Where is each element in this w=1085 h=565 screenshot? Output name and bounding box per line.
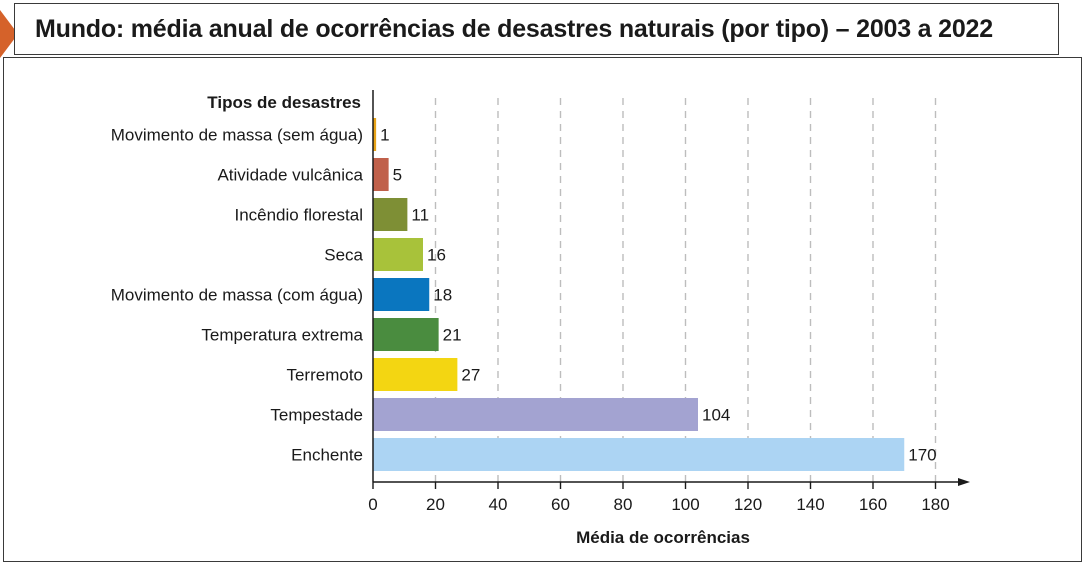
bar (373, 278, 430, 311)
value-label: 1 (380, 126, 389, 145)
value-label: 16 (427, 246, 446, 265)
value-label: 21 (443, 326, 462, 345)
x-tick-label: 180 (921, 495, 949, 514)
bar (373, 318, 439, 351)
bar (373, 398, 698, 431)
bar (373, 158, 389, 191)
x-tick-label: 20 (426, 495, 445, 514)
category-label: Terremoto (286, 366, 363, 385)
bar (373, 358, 458, 391)
x-tick-label: 60 (551, 495, 570, 514)
x-tick-label: 140 (796, 495, 824, 514)
bar (373, 438, 905, 471)
bar (373, 238, 423, 271)
category-label: Seca (324, 246, 363, 265)
category-label: Tempestade (270, 406, 363, 425)
value-label: 18 (433, 286, 452, 305)
value-label: 11 (411, 206, 429, 225)
value-label: 104 (702, 406, 730, 425)
title-box: Mundo: média anual de ocorrências de des… (14, 3, 1059, 55)
category-label: Enchente (291, 446, 363, 465)
axis-arrow (958, 478, 970, 486)
category-label: Movimento de massa (com água) (111, 286, 363, 305)
category-label: Temperatura extrema (201, 326, 363, 345)
category-axis-title: Tipos de desastres (207, 93, 361, 112)
value-label: 5 (393, 166, 402, 185)
category-label: Incêndio florestal (234, 206, 363, 225)
x-tick-label: 40 (489, 495, 508, 514)
chart-title: Mundo: média anual de ocorrências de des… (35, 14, 993, 43)
x-tick-label: 0 (368, 495, 377, 514)
category-label: Atividade vulcânica (217, 166, 363, 185)
value-label: 27 (461, 366, 480, 385)
x-tick-label: 120 (734, 495, 762, 514)
bar (373, 118, 377, 151)
x-tick-label: 160 (859, 495, 887, 514)
chart-frame (3, 57, 1082, 562)
x-tick-label: 80 (614, 495, 633, 514)
category-label: Movimento de massa (sem água) (111, 126, 363, 145)
bar (373, 198, 408, 231)
title-corner-tab (0, 10, 18, 58)
value-axis-title: Média de ocorrências (576, 528, 750, 547)
x-tick-label: 100 (671, 495, 699, 514)
value-label: 170 (908, 446, 936, 465)
